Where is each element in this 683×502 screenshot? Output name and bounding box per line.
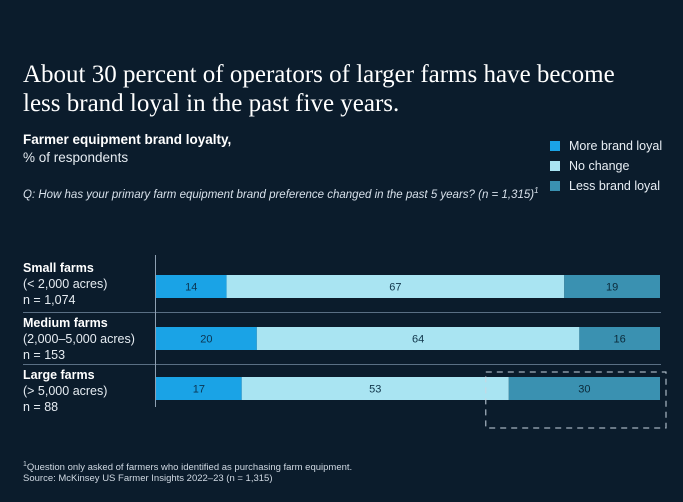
legend-swatch-nochange — [550, 161, 560, 171]
bar-segment-less — [508, 377, 660, 400]
row-acres: (< 2,000 acres) — [23, 277, 108, 291]
footnote-marker: 1 — [534, 186, 539, 195]
survey-question-text: Q: How has your primary farm equipment b… — [23, 188, 535, 201]
bar-segment-more — [156, 327, 257, 350]
chart-title: About 30 percent of operators of larger … — [23, 61, 615, 117]
legend-label-more: More brand loyal — [569, 139, 663, 153]
bar-segment-less — [579, 327, 660, 350]
axis-baseline — [155, 255, 156, 407]
legend-label-less: Less brand loyal — [569, 179, 661, 193]
footnote-note: Question only asked of farmers who ident… — [26, 462, 353, 474]
row-name: Small farms — [23, 261, 94, 275]
data-label-more: 17 — [193, 384, 205, 396]
data-label-nochange: 53 — [369, 384, 381, 396]
row-name: Large farms — [23, 368, 95, 382]
row-acres: (> 5,000 acres) — [23, 384, 108, 398]
data-label-nochange: 67 — [389, 282, 401, 294]
subtitle-unit: % of respondents — [23, 150, 129, 165]
row-n: n = 153 — [23, 348, 66, 362]
row-divider — [23, 364, 661, 365]
data-label-more: 14 — [185, 282, 197, 294]
data-label-less: 19 — [606, 282, 618, 294]
row-divider — [23, 312, 661, 313]
survey-question: Q: How has your primary farm equipment b… — [23, 183, 543, 203]
row-name: Medium farms — [23, 316, 108, 330]
data-label-nochange: 64 — [412, 334, 424, 346]
bar-segment-more — [156, 275, 227, 298]
data-label-less: 16 — [614, 334, 626, 346]
footnote: 1Question only asked of farmers who iden… — [23, 459, 352, 484]
row-label-medium: Medium farms (2,000–5,000 acres) n = 153 — [23, 315, 135, 363]
legend-item-more: More brand loyal — [550, 136, 662, 156]
legend-swatch-more — [550, 141, 560, 151]
row-n: n = 88 — [23, 400, 59, 414]
bar-segment-nochange — [241, 377, 509, 400]
footnote-text: 1Question only asked of farmers who iden… — [23, 461, 353, 474]
row-label-large: Large farms (> 5,000 acres) n = 88 — [23, 367, 107, 415]
row-n: n = 1,074 — [23, 293, 76, 307]
source-text: Source: McKinsey US Farmer Insights 2022… — [23, 473, 273, 485]
bar-segment-nochange — [256, 327, 580, 350]
bar-segment-nochange — [226, 275, 565, 298]
row-label-small: Small farms (< 2,000 acres) n = 1,074 — [23, 260, 107, 308]
row-acres: (2,000–5,000 acres) — [23, 332, 135, 346]
legend-item-nochange: No change — [550, 156, 662, 176]
legend-swatch-less — [550, 181, 560, 191]
data-label-less: 30 — [578, 384, 590, 396]
highlight-box — [485, 371, 667, 429]
legend: More brand loyal No change Less brand lo… — [550, 136, 662, 196]
bar-segment-less — [564, 275, 660, 298]
subtitle-main: Farmer equipment brand loyalty, — [23, 132, 232, 147]
bar-segment-more — [156, 377, 242, 400]
legend-item-less: Less brand loyal — [550, 176, 662, 196]
chart-subtitle: Farmer equipment brand loyalty, % of res… — [23, 131, 231, 167]
data-label-more: 20 — [200, 334, 212, 346]
legend-label-nochange: No change — [569, 159, 630, 173]
